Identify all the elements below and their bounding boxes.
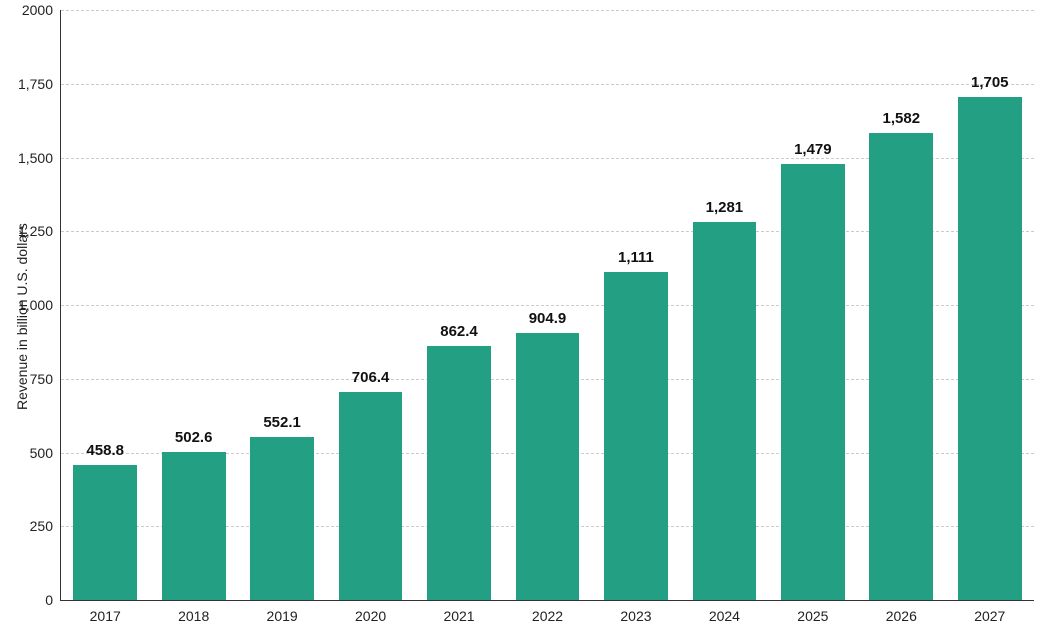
y-tick-label: 1,250 [18, 223, 53, 239]
y-tick-label: 1,500 [18, 150, 53, 166]
bar: 1,705 [958, 97, 1022, 600]
x-tick-label: 2019 [267, 608, 298, 624]
y-tick-label: 1,000 [18, 297, 53, 313]
y-tick-label: 750 [30, 371, 53, 387]
bar: 502.6 [162, 452, 226, 600]
gridline [61, 84, 1034, 85]
x-tick-label: 2018 [178, 608, 209, 624]
y-axis-title: Revenue in billion U.S. dollars [14, 223, 30, 410]
bar: 862.4 [427, 346, 491, 600]
bar: 1,111 [604, 272, 668, 600]
x-tick-label: 2020 [355, 608, 386, 624]
plot-area: 02505007501,0001,2501,5001,7502000458.82… [60, 10, 1034, 601]
bar-value-label: 1,705 [971, 74, 1009, 91]
bar-value-label: 862.4 [440, 323, 478, 340]
bar: 1,281 [693, 222, 757, 600]
y-tick-label: 0 [45, 592, 53, 608]
y-tick-label: 2000 [22, 2, 53, 18]
x-tick-label: 2022 [532, 608, 563, 624]
x-tick-label: 2026 [886, 608, 917, 624]
x-tick-label: 2017 [90, 608, 121, 624]
x-tick-label: 2025 [797, 608, 828, 624]
bar-value-label: 1,582 [883, 110, 921, 127]
bar-value-label: 502.6 [175, 429, 213, 446]
x-tick-label: 2023 [620, 608, 651, 624]
x-tick-label: 2024 [709, 608, 740, 624]
x-tick-label: 2021 [443, 608, 474, 624]
bar-value-label: 552.1 [263, 414, 301, 431]
bar: 706.4 [339, 392, 403, 600]
y-tick-label: 500 [30, 445, 53, 461]
bar-value-label: 706.4 [352, 369, 390, 386]
bar: 552.1 [250, 437, 314, 600]
bar-value-label: 458.8 [86, 442, 124, 459]
bar: 904.9 [516, 333, 580, 600]
bar-value-label: 1,479 [794, 141, 832, 158]
chart-container: Revenue in billion U.S. dollars 02505007… [0, 0, 1051, 641]
bar-value-label: 1,281 [706, 199, 744, 216]
bar-value-label: 904.9 [529, 310, 567, 327]
bar: 1,582 [869, 133, 933, 600]
x-tick-label: 2027 [974, 608, 1005, 624]
bar-value-label: 1,111 [618, 249, 654, 266]
y-tick-label: 1,750 [18, 76, 53, 92]
y-tick-label: 250 [30, 518, 53, 534]
bar: 458.8 [73, 465, 137, 600]
gridline [61, 10, 1034, 11]
bar: 1,479 [781, 164, 845, 600]
